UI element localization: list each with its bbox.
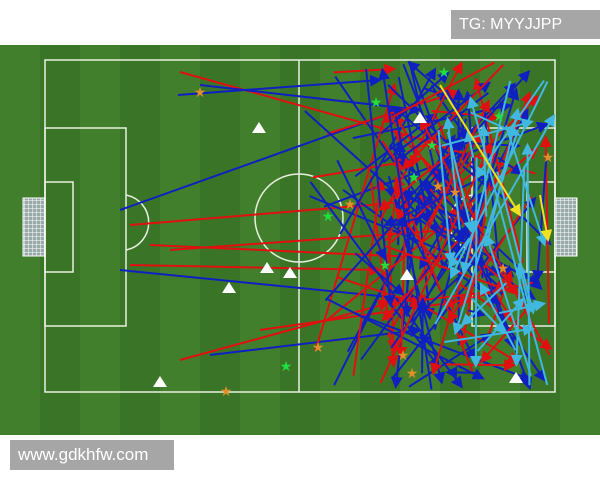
- red-pass-arrow: [381, 61, 495, 123]
- blue-pass-arrow: [380, 71, 450, 135]
- green-star-marker: ★: [280, 358, 293, 374]
- player-markers: ★★★★★★★ ★★★★★★★★★★★: [153, 64, 554, 399]
- blue-pass-arrow: [119, 269, 422, 305]
- orange-star-marker: ★: [397, 347, 410, 363]
- blue-pass-arrow: [531, 160, 548, 283]
- cyan-pass-arrow: [477, 124, 490, 217]
- cyan-pass-arrow: [442, 116, 461, 230]
- orange-star-marker: ★: [449, 184, 462, 200]
- cyan-pass-arrow: [459, 80, 512, 275]
- cyan-pass-arrow: [464, 129, 476, 158]
- green-star-marker: ★: [408, 169, 421, 185]
- right-goal-net: [554, 197, 578, 257]
- blue-pass-arrow: [365, 68, 396, 308]
- cyan-pass-arrow: [521, 142, 534, 386]
- yellow-pass-arrow: [439, 84, 522, 217]
- grass-stripe: [40, 45, 80, 435]
- green-star-marker: ★: [426, 137, 439, 153]
- green-star-marker: ★: [438, 64, 451, 80]
- triangle-marker: [400, 269, 414, 280]
- blue-pass-arrow: [177, 74, 382, 96]
- red-pass-arrow: [431, 109, 501, 123]
- cyan-pass-arrow: [437, 129, 456, 265]
- blue-pass-arrow: [378, 67, 433, 390]
- cyan-pass-arrow: [476, 297, 525, 352]
- triangle-marker: [509, 372, 523, 383]
- blue-pass-arrow: [354, 252, 405, 296]
- triangle-marker: [260, 262, 274, 273]
- triangle-marker: [252, 122, 266, 133]
- blue-pass-arrow: [209, 325, 422, 356]
- blue-pass-arrow: [397, 82, 517, 211]
- blue-pass-arrow: [309, 181, 463, 389]
- red-pass-arrow: [179, 71, 462, 154]
- cyan-pass-arrow: [496, 171, 537, 315]
- cyan-pass-arrow: [469, 157, 482, 368]
- cyan-pass-arrow: [447, 237, 471, 269]
- center-circle: [254, 173, 344, 263]
- red-pass-arrow: [352, 178, 386, 376]
- green-star-marker: ★: [370, 94, 383, 110]
- blue-pass-arrow: [389, 303, 441, 369]
- cyan-pass-arrow: [434, 113, 555, 325]
- blue-pass-arrow: [497, 156, 524, 176]
- pass-arrows: [119, 60, 555, 391]
- cyan-pass-arrow: [479, 282, 517, 351]
- grass-stripe: [160, 45, 200, 435]
- football-pitch-pass-map: ★★★★★★★ ★★★★★★★★★★★: [0, 45, 600, 435]
- blue-pass-arrow: [408, 332, 493, 388]
- red-pass-arrow: [446, 359, 517, 372]
- red-pass-arrow: [480, 307, 530, 364]
- blue-pass-arrow: [394, 215, 425, 228]
- grass-stripe: [200, 45, 240, 435]
- cyan-pass-arrow: [452, 129, 519, 336]
- left-goal-net: [22, 197, 46, 257]
- orange-star-marker: ★: [344, 196, 357, 212]
- triangle-marker: [153, 376, 167, 387]
- green-star-marker: ★: [322, 208, 335, 224]
- watermark-top: TG: MYYJJPP: [451, 10, 600, 39]
- orange-star-marker: ★: [432, 178, 445, 194]
- blue-pass-arrow: [382, 81, 492, 164]
- green-star-marker: ★: [493, 108, 506, 124]
- red-pass-arrow: [447, 196, 533, 324]
- blue-pass-arrow: [324, 70, 531, 302]
- red-pass-arrow: [384, 245, 508, 292]
- red-pass-arrow: [378, 152, 451, 212]
- triangle-marker: [222, 282, 236, 293]
- cyan-pass-arrow: [460, 282, 508, 326]
- blue-pass-arrow: [119, 107, 402, 211]
- green-star-marker: ★: [379, 257, 392, 273]
- triangle-marker: [413, 112, 427, 123]
- triangle-marker: [283, 267, 297, 278]
- orange-star-marker: ★: [220, 383, 233, 399]
- cyan-pass-arrow: [441, 118, 534, 147]
- cyan-pass-arrow: [444, 324, 535, 343]
- watermark-bottom: www.gdkhfw.com: [10, 440, 174, 470]
- red-pass-arrow: [129, 263, 382, 276]
- red-pass-arrow: [259, 295, 472, 331]
- orange-star-marker: ★: [542, 149, 555, 165]
- grass-stripe: [240, 45, 280, 435]
- cyan-pass-arrow: [467, 95, 549, 386]
- orange-star-marker: ★: [497, 260, 510, 276]
- cyan-pass-arrow: [483, 233, 532, 377]
- blue-pass-arrow: [199, 84, 422, 115]
- blue-pass-arrow: [433, 229, 466, 330]
- yellow-pass-arrow: [539, 194, 553, 242]
- red-pass-arrow: [379, 141, 493, 384]
- red-pass-arrow: [314, 82, 398, 352]
- orange-star-marker: ★: [194, 84, 207, 100]
- red-pass-arrow: [336, 276, 423, 308]
- blue-pass-arrow: [402, 63, 515, 349]
- orange-star-marker: ★: [406, 365, 419, 381]
- grass-stripe: [80, 45, 120, 435]
- orange-star-marker: ★: [312, 339, 325, 355]
- cyan-pass-arrow: [470, 111, 521, 137]
